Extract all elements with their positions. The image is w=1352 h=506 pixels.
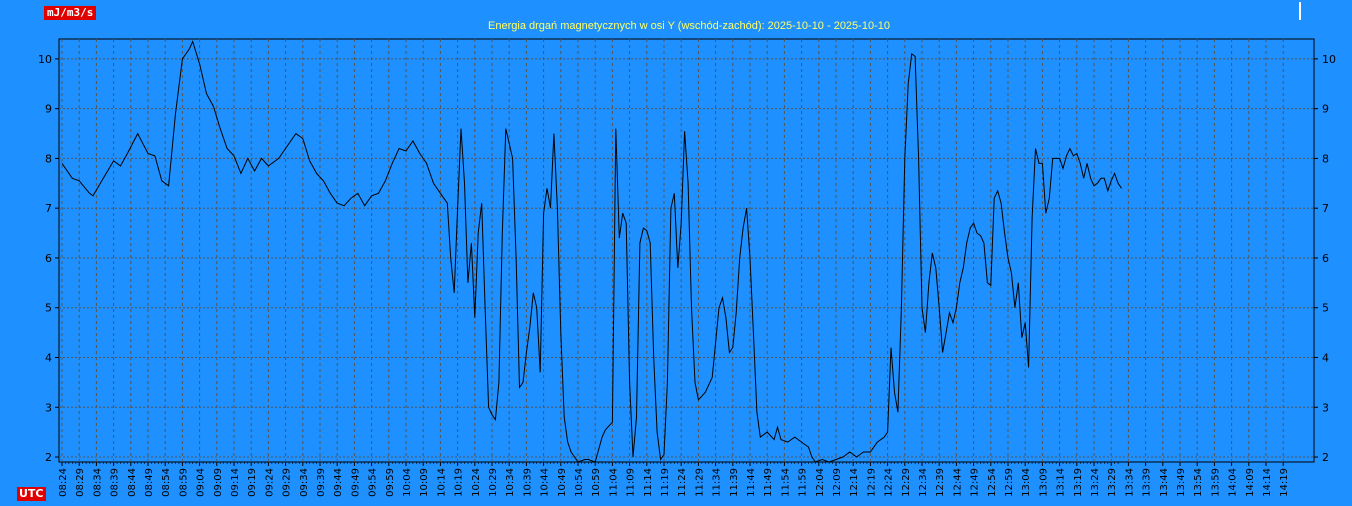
- x-tick-label: 11:04: [608, 468, 619, 497]
- x-tick-label: 10:24: [471, 468, 482, 497]
- x-tick-label: 09:49: [350, 468, 361, 497]
- y-tick-label-right: 7: [1322, 202, 1329, 215]
- x-tick-label: 09:04: [196, 468, 207, 497]
- x-tick-label: 08:59: [178, 468, 189, 497]
- y-tick-label-right: 6: [1322, 252, 1329, 265]
- x-tick-label: 11:29: [694, 468, 705, 497]
- x-tick-label: 13:59: [1210, 468, 1221, 497]
- x-tick-label: 13:24: [1090, 468, 1101, 497]
- x-tick-label: 13:29: [1107, 468, 1118, 497]
- x-tick-label: 13:09: [1038, 468, 1049, 497]
- x-tick-label: 14:19: [1279, 468, 1290, 497]
- series-line: [61, 40, 1122, 463]
- x-tick-label: 13:04: [1021, 468, 1032, 497]
- x-tick-label: 12:59: [1004, 468, 1015, 497]
- x-tick-label: 08:39: [110, 468, 121, 497]
- y-tick-label-left: 7: [45, 202, 52, 215]
- x-tick-label: 11:44: [746, 468, 757, 497]
- x-tick-label: 10:44: [540, 468, 551, 497]
- x-tick-label: 08:49: [144, 468, 155, 497]
- y-tick-label-left: 4: [45, 351, 52, 364]
- x-tick-label: 09:24: [264, 468, 275, 497]
- cursor-mark: [1299, 2, 1301, 20]
- x-tick-label: 09:39: [316, 468, 327, 497]
- x-tick-label: 13:49: [1176, 468, 1187, 497]
- x-tick-label: 08:24: [58, 468, 69, 497]
- x-tick-label: 09:09: [213, 468, 224, 497]
- x-tick-label: 10:49: [557, 468, 568, 497]
- x-tick-label: 10:29: [488, 468, 499, 497]
- x-tick-label: 08:54: [161, 468, 172, 497]
- x-tick-label: 11:54: [780, 468, 791, 497]
- x-tick-label: 11:09: [626, 468, 637, 497]
- x-tick-label: 12:09: [832, 468, 843, 497]
- x-tick-label: 09:29: [282, 468, 293, 497]
- x-tick-label: 14:04: [1228, 468, 1239, 497]
- x-tick-label: 12:14: [849, 468, 860, 497]
- x-tick-label: 14:14: [1262, 468, 1273, 497]
- x-tick-label: 10:14: [436, 468, 447, 497]
- y-tick-label-right: 4: [1322, 351, 1329, 364]
- y-tick-label-right: 9: [1322, 103, 1329, 116]
- y-tick-label-left: 9: [45, 103, 52, 116]
- x-tick-label: 08:29: [75, 468, 86, 497]
- x-tick-label: 12:34: [918, 468, 929, 497]
- x-tick-label: 09:54: [368, 468, 379, 497]
- x-tick-label: 09:14: [230, 468, 241, 497]
- x-tick-label: 09:44: [333, 468, 344, 497]
- y-tick-label-left: 5: [45, 302, 52, 315]
- x-tick-label: 08:44: [127, 468, 138, 497]
- y-tick-label-left: 10: [38, 53, 52, 66]
- x-tick-label: 11:14: [643, 468, 654, 497]
- y-tick-label-left: 6: [45, 252, 52, 265]
- y-tick-label-right: 10: [1322, 53, 1336, 66]
- x-tick-label: 13:14: [1056, 468, 1067, 497]
- y-tick-label-right: 8: [1322, 152, 1329, 165]
- x-tick-label: 09:59: [385, 468, 396, 497]
- y-tick-label-right: 2: [1322, 451, 1329, 464]
- x-tick-label: 12:04: [815, 468, 826, 497]
- y-tick-label-left: 3: [45, 401, 52, 414]
- x-tick-label: 10:59: [591, 468, 602, 497]
- y-tick-label-left: 8: [45, 152, 52, 165]
- x-tick-label: 12:54: [987, 468, 998, 497]
- x-tick-label: 11:24: [677, 468, 688, 497]
- x-tick-label: 13:34: [1124, 468, 1135, 497]
- x-tick-label: 11:49: [763, 468, 774, 497]
- x-tick-label: 10:39: [522, 468, 533, 497]
- x-tick-label: 08:34: [92, 468, 103, 497]
- timezone-label: UTC: [17, 487, 46, 501]
- x-tick-label: 14:09: [1245, 468, 1256, 497]
- x-tick-label: 10:09: [419, 468, 430, 497]
- x-tick-label: 11:39: [729, 468, 740, 497]
- x-tick-label: 12:29: [901, 468, 912, 497]
- x-tick-label: 12:49: [970, 468, 981, 497]
- x-tick-label: 09:19: [247, 468, 258, 497]
- x-tick-label: 13:54: [1193, 468, 1204, 497]
- y-tick-label-right: 3: [1322, 401, 1329, 414]
- unit-label: mJ/m3/s: [44, 6, 97, 20]
- x-tick-label: 10:04: [402, 468, 413, 497]
- x-tick-label: 13:19: [1073, 468, 1084, 497]
- y-tick-label-right: 5: [1322, 302, 1329, 315]
- x-tick-label: 12:44: [952, 468, 963, 497]
- chart-title: Energia drgań magnetycznych w osi Y (wsc…: [488, 20, 890, 32]
- x-tick-label: 13:39: [1142, 468, 1153, 497]
- x-tick-label: 10:54: [574, 468, 585, 497]
- x-tick-label: 09:34: [299, 468, 310, 497]
- x-tick-label: 10:19: [454, 468, 465, 497]
- x-tick-label: 12:24: [884, 468, 895, 497]
- x-tick-label: 11:34: [712, 468, 723, 497]
- x-tick-label: 13:44: [1159, 468, 1170, 497]
- x-tick-label: 12:39: [935, 468, 946, 497]
- x-tick-label: 11:19: [660, 468, 671, 497]
- x-tick-label: 10:34: [505, 468, 516, 497]
- x-tick-label: 11:59: [798, 468, 809, 497]
- plot-frame: [58, 38, 1315, 463]
- y-tick-label-left: 2: [45, 451, 52, 464]
- x-tick-label: 12:19: [866, 468, 877, 497]
